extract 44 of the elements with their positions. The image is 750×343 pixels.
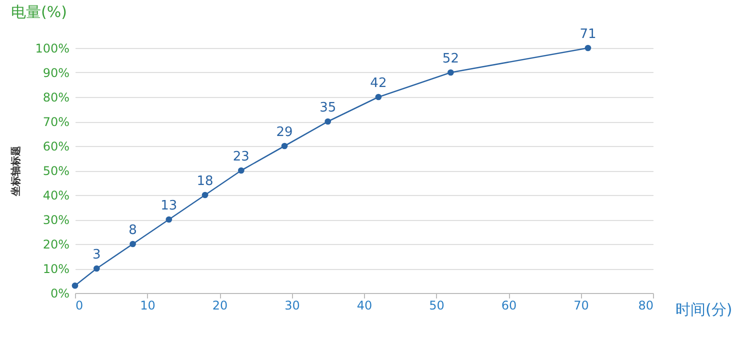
y-tick-label: 30% [42,213,70,227]
point [324,118,332,125]
annotation: 52 [442,52,459,66]
y-tick-label: 100% [35,42,70,56]
x-axis-title: 时间(分) [676,300,732,318]
x-tick-label: 30 [284,298,300,312]
point [281,142,288,150]
x-tick-label: 10 [140,298,156,312]
x-tick-label: 0 [76,298,84,312]
y-tick-label: 80% [42,90,70,104]
y-tick-label: 60% [42,140,70,154]
point [584,44,592,52]
annotation: 71 [580,27,596,42]
y-tick-label: 20% [42,238,70,252]
annotation: 13 [160,198,178,214]
point [238,167,244,174]
x-tick-label: 70 [574,298,589,312]
x-tick-label: 60 [501,298,517,312]
point [375,94,382,100]
y-axis-title: 坐标轴标题 [10,146,22,197]
point [72,282,78,289]
x-tick-label: 80 [638,298,654,312]
x-tick-label: 20 [212,298,228,312]
annotation: 35 [320,100,336,116]
annotation: 29 [276,125,293,140]
point [202,192,208,198]
annotation: 8 [128,223,137,238]
point [130,240,136,248]
y-tick-label: 40% [42,188,70,202]
annotation: 3 [92,248,101,262]
x-tick-label: 40 [356,298,372,312]
y-tick-label: 50% [42,164,70,178]
point [448,69,454,76]
annotation: 18 [196,174,214,189]
y-tick-label: 90% [42,66,70,80]
x-tick-label: 50 [429,298,444,312]
point [94,265,100,272]
point [166,216,172,223]
y-tick-label: 0% [50,286,70,300]
y-tick-label: 10% [42,262,70,276]
annotation: 42 [370,76,387,91]
chart-title: 电量(%) [11,3,67,21]
y-tick-label: 70% [42,115,70,129]
annotation: 23 [232,150,250,164]
